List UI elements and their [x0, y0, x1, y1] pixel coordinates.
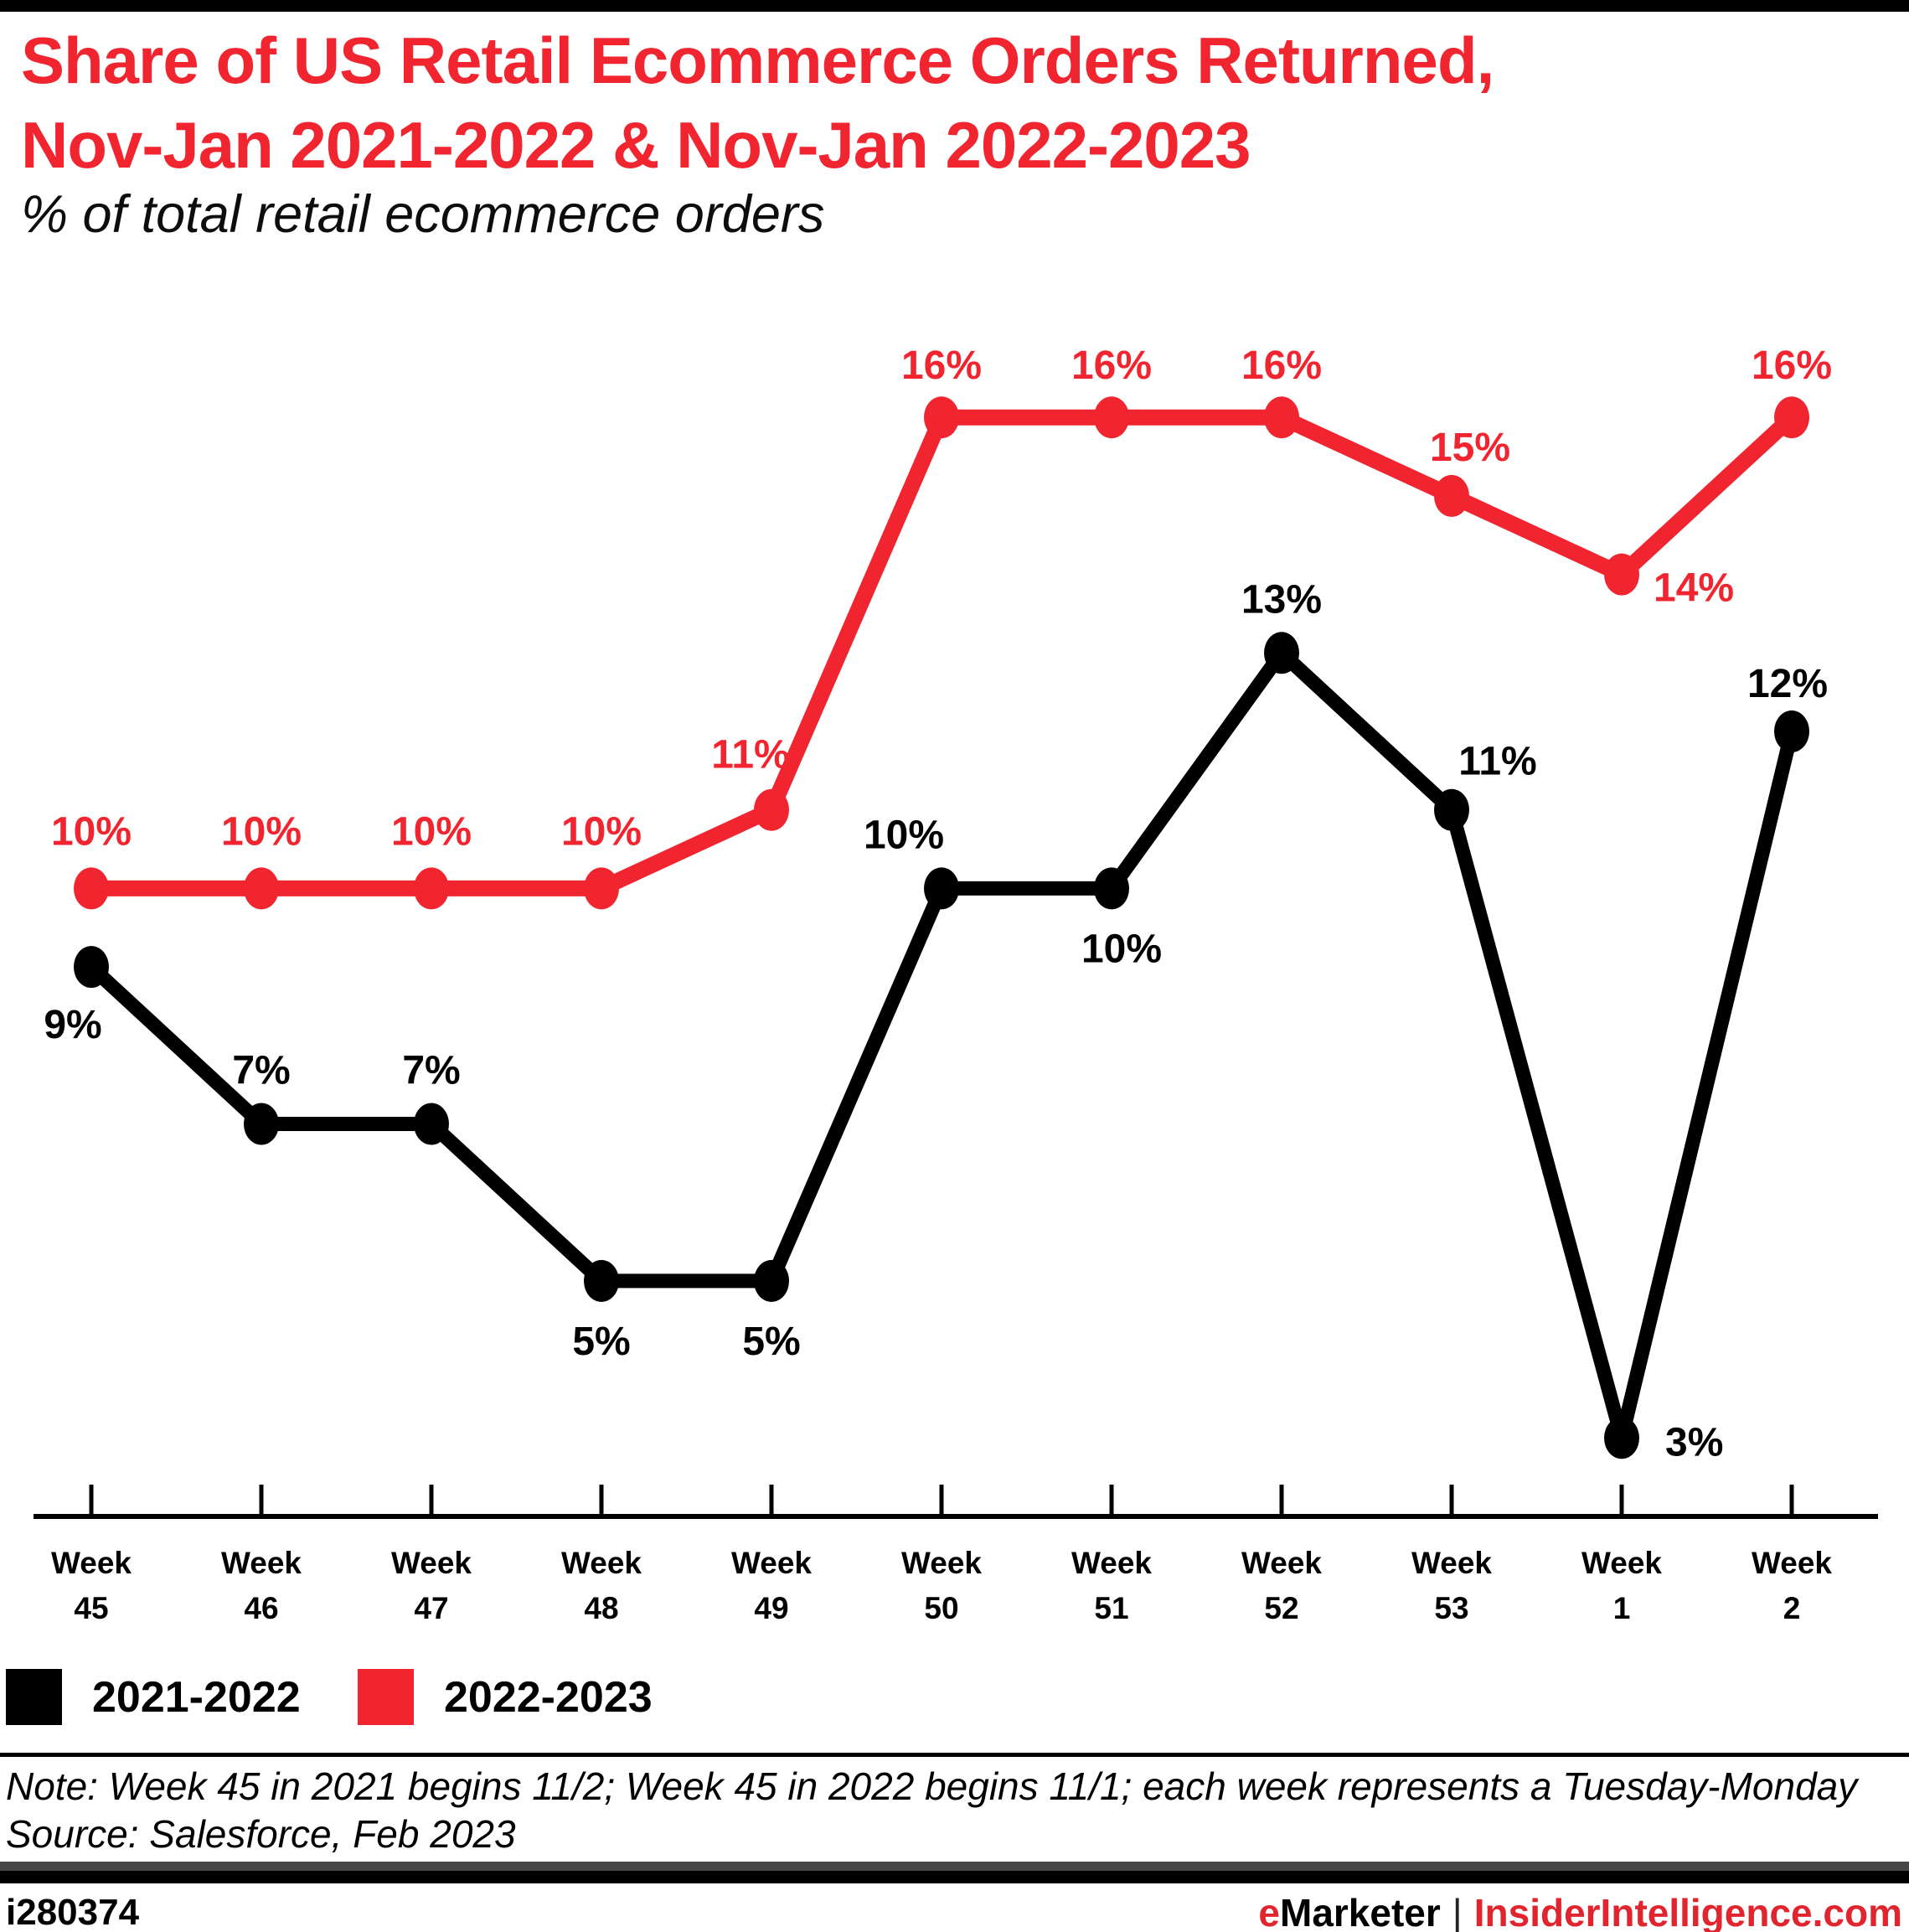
data-point-label-2021-2022: 5%	[742, 1320, 800, 1364]
footer-bar-gray-stripe	[0, 1862, 1909, 1871]
data-point-2021-2022	[1434, 788, 1469, 831]
data-point-label-2022-2023: 16%	[1241, 344, 1322, 388]
data-point-2022-2023	[1434, 474, 1469, 517]
data-point-2022-2023	[1774, 396, 1809, 439]
x-tick-label: 47	[414, 1591, 448, 1625]
data-point-label-2022-2023: 14%	[1654, 566, 1734, 611]
brand-emarketer-name: Marketer	[1280, 1891, 1441, 1932]
x-tick-label: Week	[1071, 1546, 1152, 1580]
data-point-2021-2022	[1264, 632, 1299, 674]
legend-item-2022-2023: 2022-2023	[358, 1669, 653, 1725]
data-point-label-2022-2023: 16%	[1071, 344, 1152, 388]
x-tick-label: Week	[221, 1546, 302, 1580]
x-tick-label: 46	[244, 1591, 278, 1625]
data-point-label-2021-2022: 5%	[572, 1320, 630, 1364]
footer-bar	[0, 1862, 1909, 1883]
data-point-label-2021-2022: 10%	[864, 813, 944, 857]
x-tick-label: 53	[1434, 1591, 1468, 1625]
data-point-label-2022-2023: 15%	[1430, 426, 1510, 470]
chart-subtitle: % of total retail ecommerce orders	[21, 185, 825, 244]
x-tick-label: Week	[731, 1546, 812, 1580]
chart-title: Share of US Retail Ecommerce Orders Retu…	[21, 18, 1494, 188]
x-tick-label: Week	[1752, 1546, 1832, 1580]
legend-swatch-black	[6, 1669, 62, 1725]
x-tick-label: 1	[1613, 1591, 1631, 1625]
data-point-label-2021-2022: 10%	[1081, 927, 1162, 971]
x-tick-label: Week	[1581, 1546, 1662, 1580]
data-point-label-2022-2023: 16%	[1752, 344, 1832, 388]
data-point-2021-2022	[414, 1103, 449, 1145]
x-tick-label: 50	[924, 1591, 958, 1625]
brand-lockup: eMarketer | InsiderIntelligence.com	[1258, 1890, 1902, 1932]
data-point-label-2022-2023: 16%	[901, 344, 982, 388]
data-point-2021-2022	[584, 1259, 619, 1302]
data-point-label-2022-2023: 10%	[561, 809, 642, 854]
x-tick-label: 48	[584, 1591, 618, 1625]
data-point-label-2021-2022: 13%	[1241, 577, 1322, 622]
data-point-label-2022-2023: 11%	[711, 733, 789, 777]
data-point-2021-2022	[924, 867, 959, 910]
brand-separator: |	[1452, 1891, 1463, 1932]
chart-title-line1: Share of US Retail Ecommerce Orders Retu…	[21, 23, 1494, 97]
data-point-2022-2023	[1604, 553, 1639, 596]
x-tick-label: Week	[1411, 1546, 1492, 1580]
x-tick-label: Week	[901, 1546, 982, 1580]
data-point-2021-2022	[1094, 867, 1129, 910]
chart-legend: 2021-2022 2022-2023	[6, 1669, 1909, 1726]
data-point-2021-2022	[1774, 710, 1809, 752]
chart-title-line2: Nov-Jan 2021-2022 & Nov-Jan 2022-2023	[21, 108, 1251, 182]
data-point-label-2021-2022: 12%	[1747, 662, 1828, 706]
data-point-2021-2022	[74, 946, 109, 989]
data-point-2022-2023	[1264, 396, 1299, 439]
data-point-2022-2023	[244, 867, 279, 910]
x-tick-label: 45	[74, 1591, 108, 1625]
data-point-label-2021-2022: 7%	[232, 1049, 290, 1093]
data-point-2022-2023	[74, 867, 109, 910]
brand-site: InsiderIntelligence.com	[1473, 1891, 1902, 1932]
chart-id: i280374	[6, 1892, 140, 1932]
data-point-2021-2022	[754, 1259, 789, 1302]
footnote-note: Note: Week 45 in 2021 begins 11/2; Week …	[6, 1764, 1858, 1808]
data-point-2022-2023	[1094, 396, 1129, 439]
footer-bar-black-stripe	[0, 1871, 1909, 1883]
data-point-2022-2023	[924, 396, 959, 439]
footnote-source: Source: Salesforce, Feb 2023	[6, 1812, 516, 1856]
data-point-label-2022-2023: 10%	[51, 809, 132, 854]
data-point-label-2021-2022: 7%	[402, 1049, 460, 1093]
legend-swatch-red	[358, 1669, 414, 1725]
data-point-label-2021-2022: 11%	[1458, 740, 1536, 784]
x-tick-label: Week	[561, 1546, 642, 1580]
x-tick-label: 49	[754, 1591, 788, 1625]
x-tick-label: 52	[1264, 1591, 1298, 1625]
data-point-label-2022-2023: 10%	[221, 809, 302, 854]
brand-emarketer-e: e	[1258, 1891, 1280, 1932]
footnote-divider	[0, 1753, 1909, 1757]
data-point-2021-2022	[244, 1103, 279, 1145]
x-tick-label: 51	[1094, 1591, 1128, 1625]
data-point-label-2022-2023: 10%	[391, 809, 472, 854]
legend-label: 2021-2022	[92, 1672, 301, 1722]
data-point-label-2021-2022: 9%	[44, 1003, 101, 1047]
legend-label: 2022-2023	[444, 1672, 653, 1722]
data-point-2021-2022	[1604, 1417, 1639, 1459]
data-point-2022-2023	[414, 867, 449, 910]
x-tick-label: Week	[391, 1546, 472, 1580]
data-point-2022-2023	[584, 867, 619, 910]
data-point-2022-2023	[754, 788, 789, 831]
footnote-block: Note: Week 45 in 2021 begins 11/2; Week …	[6, 1763, 1857, 1858]
x-tick-label: 2	[1783, 1591, 1801, 1625]
x-tick-label: Week	[1241, 1546, 1322, 1580]
legend-item-2021-2022: 2021-2022	[6, 1669, 301, 1725]
x-tick-label: Week	[51, 1546, 132, 1580]
data-point-label-2021-2022: 3%	[1665, 1420, 1723, 1464]
top-border-bar	[0, 0, 1909, 12]
